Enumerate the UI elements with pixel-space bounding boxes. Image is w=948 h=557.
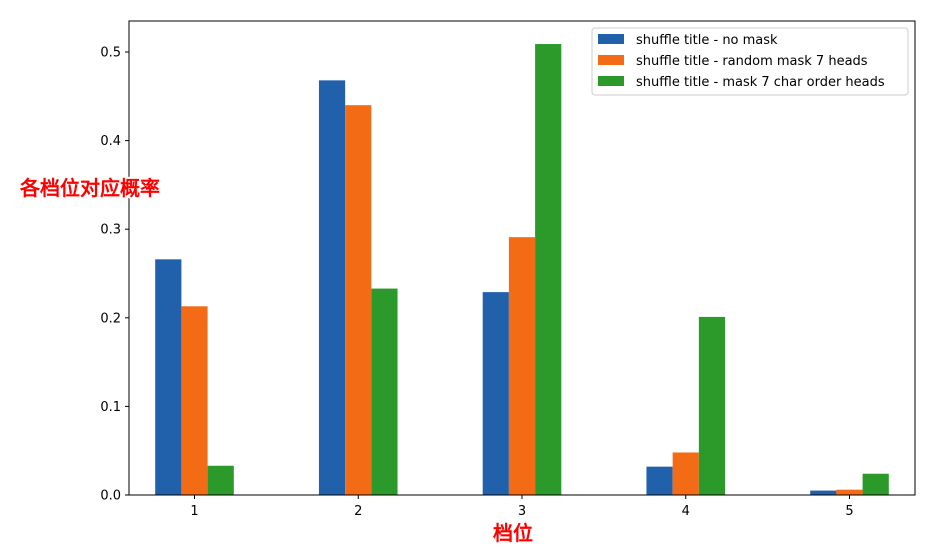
y-tick-label: 0.0 (100, 489, 121, 504)
x-tick-label: 5 (845, 504, 853, 519)
legend-label-no-mask: shuffle title - no mask (636, 33, 778, 48)
y-axis: 0.0 0.1 0.2 0.3 0.4 0.5 (100, 46, 129, 504)
legend-label-char-order-mask: shuffle title - mask 7 char order heads (636, 75, 885, 90)
bars-layer (155, 44, 889, 496)
x-tick-label: 4 (682, 504, 690, 519)
bar-char-order-mask-1 (207, 465, 234, 495)
y-tick-label: 0.4 (100, 134, 121, 149)
x-tick-label: 2 (354, 504, 362, 519)
bar-random-mask-2 (345, 105, 372, 496)
bar-random-mask-4 (672, 452, 699, 495)
x-tick-label: 1 (190, 504, 198, 519)
bar-no-mask-3 (482, 292, 509, 495)
bar-char-order-mask-5 (862, 473, 889, 495)
legend-swatch-random-mask (598, 55, 624, 65)
legend-swatch-no-mask (598, 34, 624, 44)
y-axis-title: 各档位对应概率 (19, 176, 160, 200)
legend-label-random-mask: shuffle title - random mask 7 heads (636, 54, 868, 69)
x-tick-label: 3 (518, 504, 526, 519)
bar-no-mask-1 (155, 259, 182, 495)
bar-random-mask-1 (181, 306, 208, 495)
bar-char-order-mask-2 (371, 288, 398, 495)
legend-box (591, 27, 909, 96)
bar-char-order-mask-3 (535, 44, 562, 495)
bar-random-mask-3 (508, 237, 536, 495)
bar-no-mask-2 (318, 80, 346, 496)
bar-no-mask-5 (810, 490, 837, 495)
legend: shuffle title - no mask shuffle title - … (591, 27, 909, 96)
legend-swatch-char-order-mask (598, 76, 624, 86)
bar-random-mask-5 (836, 489, 863, 495)
x-axis-title: 档位 (493, 521, 533, 545)
y-tick-label: 0.5 (100, 46, 121, 61)
y-tick-label: 0.1 (100, 400, 121, 415)
y-tick-label: 0.3 (100, 223, 121, 238)
bar-char-order-mask-4 (698, 316, 726, 495)
bar-no-mask-4 (646, 466, 673, 495)
y-tick-label: 0.2 (100, 311, 121, 326)
x-axis: 1 2 3 4 5 (190, 495, 854, 519)
